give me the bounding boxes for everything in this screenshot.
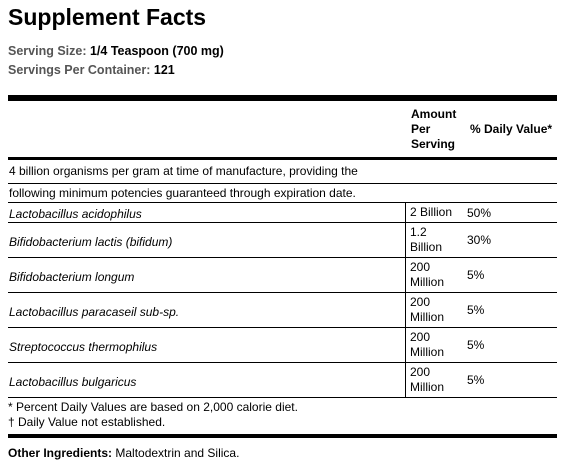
amount: 1.2 Billion (405, 223, 461, 257)
label: Servings Per Container: (8, 63, 151, 77)
ingredient: Streptococcus thermophilus (9, 339, 158, 354)
value: 121 (153, 63, 175, 77)
daily-value: 30% (467, 233, 492, 247)
ingredient: Lactobacillus paracaseil sub-sp. (9, 304, 180, 319)
ingredient: Bifidobacterium longum (9, 269, 135, 284)
table-row: Lactobacillus acidophilus 2 Billion 50% (8, 203, 557, 223)
amount: 200 Million (405, 363, 461, 397)
intro-line: 4 billion organisms per gram at time of … (8, 160, 557, 184)
daily-value: 5% (467, 303, 485, 317)
label: Other Ingredients: (8, 446, 113, 460)
table-row: Bifidobacterium lactis (bifidum) 1.2 Bill… (8, 223, 557, 258)
intro-line: following minimum potencies guaranteed t… (8, 184, 557, 203)
daily-value: 5% (467, 373, 485, 387)
amount: 2 Billion (405, 203, 461, 222)
column-header: % Daily Value* (470, 122, 553, 136)
label: Serving Size: (8, 44, 87, 58)
daily-value: 5% (467, 268, 485, 282)
serving-size: Serving Size: 1/4 Teaspoon (700 mg) (8, 44, 224, 58)
footnote: * Percent Daily Values are based on 2,00… (8, 400, 298, 414)
ingredient: Lactobacillus bulgaricus (9, 374, 137, 389)
column-header: Amount Per Serving (411, 107, 457, 151)
footnotes: * Percent Daily Values are based on 2,00… (8, 398, 557, 438)
amount: 200 Million (405, 328, 461, 362)
daily-value: 50% (467, 205, 492, 220)
table-body: 4 billion organisms per gram at time of … (8, 160, 557, 398)
table-row: Bifidobacterium longum 200 Million 5% (8, 258, 557, 293)
title: Supplement Facts (8, 4, 207, 30)
ingredient: Lactobacillus acidophilus (9, 207, 142, 221)
ingredient: Bifidobacterium lactis (bifidum) (9, 234, 173, 249)
table-row: Streptococcus thermophilus 200 Million 5% (8, 328, 557, 363)
table-row: Lactobacillus bulgaricus 200 Million 5% (8, 363, 557, 398)
daily-value: 5% (467, 338, 485, 352)
value: 1/4 Teaspoon (700 mg) (89, 44, 224, 58)
servings-per-container: Servings Per Container: 121 (8, 63, 175, 77)
value: Maltodextrin and Silica. (115, 446, 240, 460)
other-ingredients: Other Ingredients: Maltodextrin and Sili… (8, 446, 239, 460)
amount: 200 Million (405, 258, 461, 292)
table-header: Amount Per Serving % Daily Value* (8, 101, 557, 160)
facts-table: Amount Per Serving % Daily Value* 4 bill… (8, 95, 557, 438)
footnote: † Daily Value not established. (8, 415, 166, 429)
table-row: Lactobacillus paracaseil sub-sp. 200 Mill… (8, 293, 557, 328)
amount: 200 Million (405, 293, 461, 327)
